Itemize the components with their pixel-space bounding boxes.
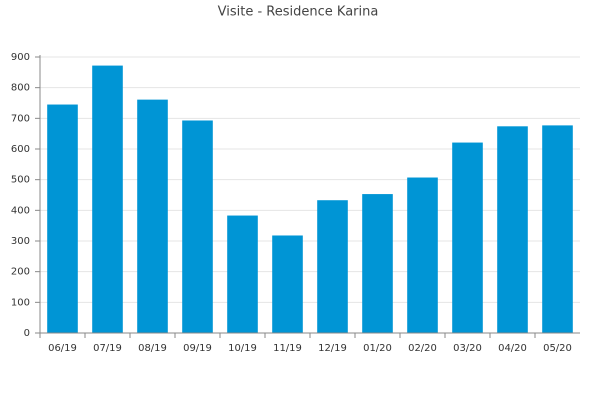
- x-tick-label: 06/19: [48, 343, 77, 354]
- y-tick-label: 400: [11, 205, 30, 216]
- y-tick-label: 0: [24, 328, 30, 339]
- x-tick-label: 02/20: [408, 343, 437, 354]
- bar: [542, 125, 573, 334]
- x-tick-label: 09/19: [183, 343, 212, 354]
- bar: [317, 200, 348, 333]
- bar: [92, 65, 123, 333]
- bar: [407, 177, 438, 333]
- x-tick-label: 04/20: [498, 343, 527, 354]
- bar: [137, 99, 168, 333]
- bar: [227, 215, 258, 333]
- x-tick-label: 07/19: [93, 343, 122, 354]
- bar: [272, 235, 303, 333]
- bar: [182, 120, 213, 333]
- y-tick-label: 600: [11, 144, 30, 155]
- y-tick-label: 500: [11, 175, 30, 186]
- x-tick-label: 10/19: [228, 343, 257, 354]
- x-tick-label: 01/20: [363, 343, 392, 354]
- chart-title: Visite - Residence Karina: [218, 5, 379, 20]
- y-tick-label: 300: [11, 236, 30, 247]
- y-tick-label: 100: [11, 297, 30, 308]
- y-tick-label: 800: [11, 83, 30, 94]
- x-tick-label: 11/19: [273, 343, 302, 354]
- x-tick-label: 03/20: [453, 343, 482, 354]
- y-tick-label: 200: [11, 267, 30, 278]
- bar: [497, 126, 528, 333]
- x-tick-label: 08/19: [138, 343, 167, 354]
- bar: [47, 104, 78, 334]
- x-tick-label: 05/20: [543, 343, 572, 354]
- bar: [362, 194, 393, 333]
- x-tick-label: 12/19: [318, 343, 347, 354]
- y-tick-label: 900: [11, 52, 30, 63]
- bar: [452, 142, 483, 333]
- y-tick-label: 700: [11, 113, 30, 124]
